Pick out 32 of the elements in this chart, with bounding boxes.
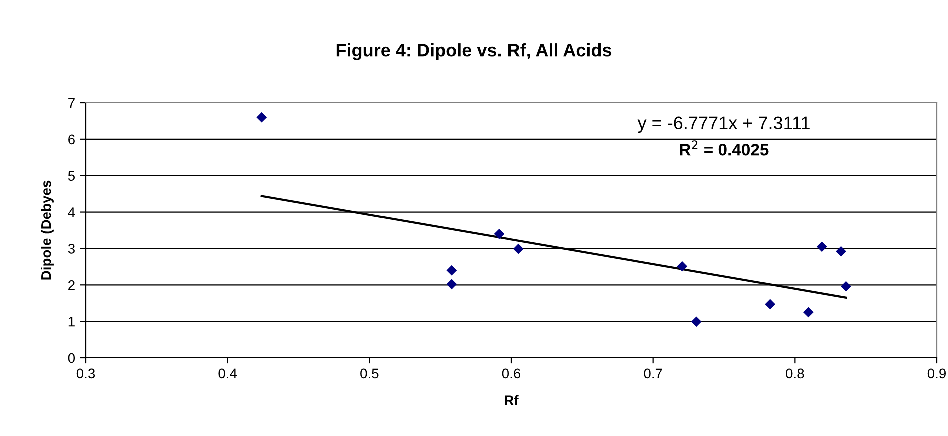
y-tick-label: 1 (68, 317, 75, 327)
point (677, 261, 688, 272)
x-axis-title: Rf (505, 395, 519, 406)
point (841, 281, 852, 292)
x-tick-label: 0.7 (644, 368, 662, 379)
point (803, 307, 814, 318)
x-tick-label: 0.6 (502, 368, 521, 379)
x-tick-label: 0.3 (76, 368, 96, 379)
point (691, 316, 702, 328)
point (446, 279, 458, 290)
y-tick-label: 2 (68, 280, 75, 290)
point (494, 228, 505, 240)
y-tick-label: 5 (68, 171, 75, 182)
point (765, 299, 776, 310)
y-tick-label: 0 (68, 353, 76, 364)
y-tick-label: 3 (68, 244, 75, 254)
point (446, 265, 458, 276)
y-tick-label: 4 (68, 208, 76, 218)
x-tick-label: 0.8 (786, 368, 804, 379)
x-tick-label: 0.5 (360, 368, 379, 379)
annotation: y = -6.7771x + 7.3111 (638, 116, 810, 134)
point (816, 242, 828, 252)
point (513, 244, 524, 254)
annotation: R$^{2}$ = 0.4025 (680, 140, 769, 156)
chart-title: Figure 4: Dipole vs. Rf, All Acids (336, 44, 612, 60)
y-axis-title: Dipole (Debyes (41, 180, 54, 280)
point (256, 112, 268, 123)
y-tick-label: 6 (68, 134, 75, 145)
x-tick-label: 0.9 (928, 368, 946, 379)
x-tick-label: 0.4 (218, 368, 238, 379)
y-tick-label: 7 (68, 98, 75, 108)
point (836, 246, 846, 257)
